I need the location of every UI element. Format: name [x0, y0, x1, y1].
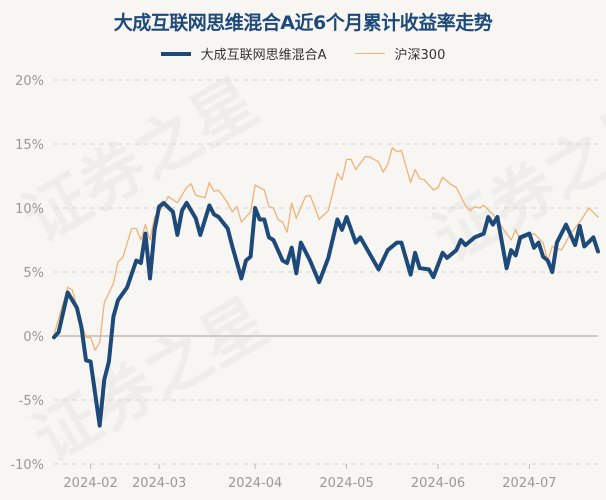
- y-tick-label: 0%: [23, 330, 44, 345]
- legend-swatch-hs300: [354, 53, 385, 54]
- legend-label-fund: 大成互联网思维混合A: [200, 48, 327, 63]
- x-tick-label: 2024-07: [502, 476, 556, 491]
- y-tick-label: -5%: [19, 394, 44, 409]
- x-tick-label: 2024-06: [411, 476, 465, 491]
- x-tick-label: 2024-05: [319, 476, 373, 491]
- y-tick-label: -10%: [10, 458, 44, 473]
- series-line-fund: [52, 200, 600, 428]
- legend-swatch-fund: [160, 51, 191, 56]
- series-line-hs300: [53, 147, 599, 351]
- y-tick-label: 5%: [23, 266, 44, 281]
- x-tick-label: 2024-03: [132, 476, 186, 491]
- legend-item-hs300[interactable]: 沪深300: [354, 44, 446, 63]
- y-tick-label: 15%: [15, 138, 44, 153]
- legend: 大成互联网思维混合A 沪深300: [0, 44, 606, 63]
- legend-item-fund[interactable]: 大成互联网思维混合A: [160, 44, 327, 63]
- x-tick-label: 2024-04: [228, 476, 282, 491]
- chart-title: 大成互联网思维混合A近6个月累计收益率走势: [113, 12, 493, 34]
- legend-label-hs300: 沪深300: [394, 48, 446, 63]
- y-tick-label: 10%: [15, 202, 44, 217]
- y-tick-label: 20%: [15, 74, 44, 89]
- x-tick-label: 2024-02: [63, 476, 117, 491]
